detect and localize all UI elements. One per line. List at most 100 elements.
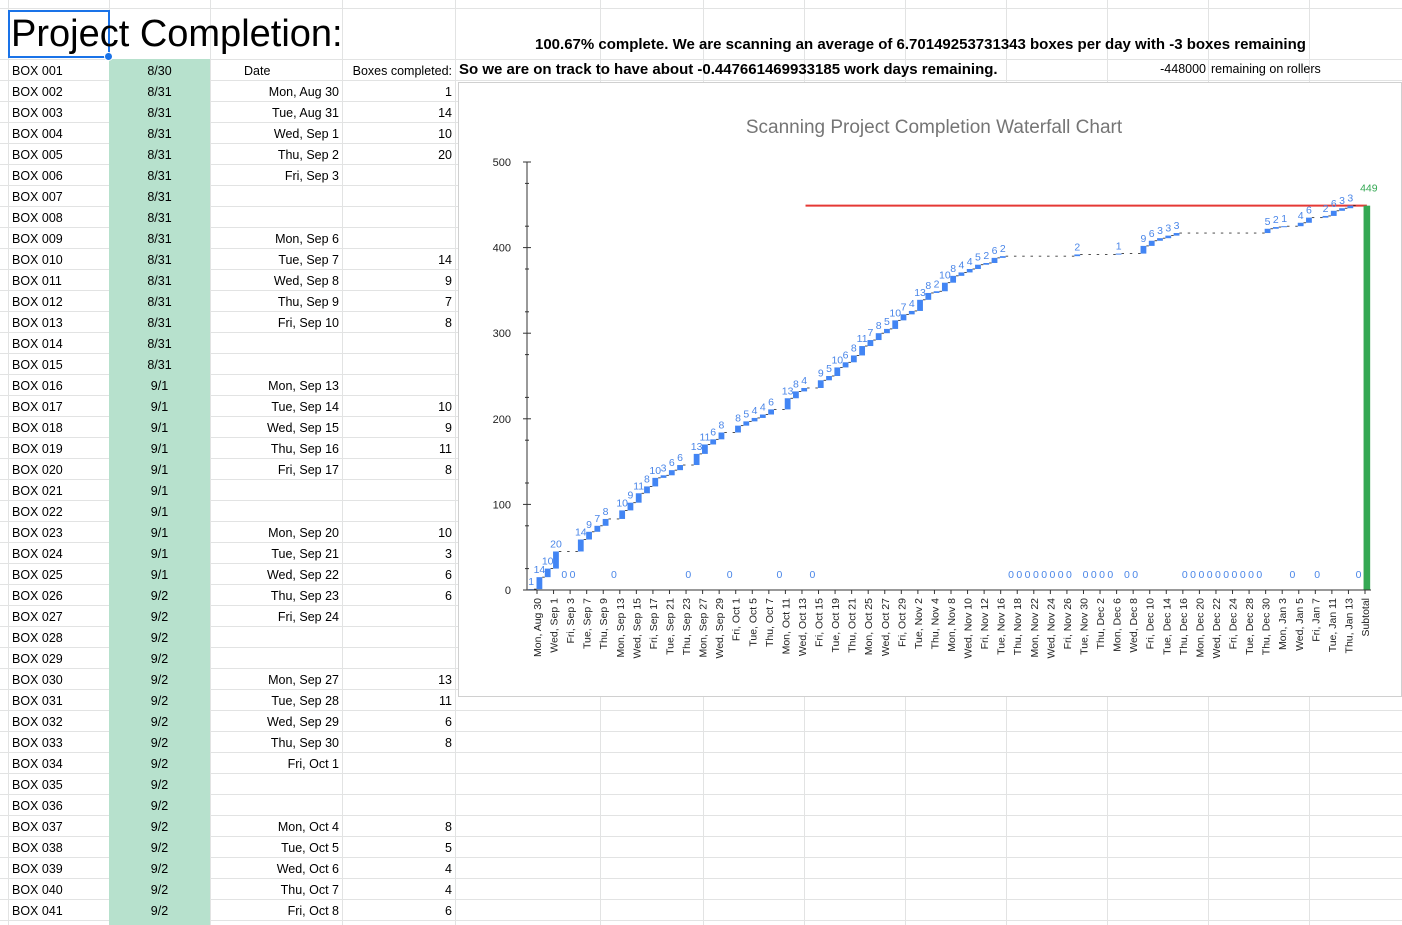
daily-date-cell[interactable] <box>210 187 339 208</box>
box-date-cell[interactable]: 8/31 <box>147 253 172 267</box>
box-name-cell[interactable]: BOX 028 <box>12 631 63 645</box>
box-date-cell[interactable]: 9/1 <box>150 400 169 414</box>
box-name-cell[interactable]: BOX 010 <box>12 253 63 267</box>
daily-count-cell[interactable]: 10 <box>438 526 452 540</box>
daily-date-cell[interactable]: Wed, Oct 6 <box>276 862 339 876</box>
daily-date-cell[interactable]: Fri, Sep 24 <box>277 610 339 624</box>
box-name-cell[interactable]: BOX 036 <box>12 799 63 813</box>
box-date-cell[interactable]: 8/31 <box>147 148 172 162</box>
daily-count-cell[interactable]: 6 <box>445 568 452 582</box>
box-name-cell[interactable]: BOX 035 <box>12 778 63 792</box>
daily-date-cell[interactable]: Tue, Sep 14 <box>271 400 339 414</box>
box-date-cell[interactable]: 9/2 <box>150 652 169 666</box>
daily-count-cell[interactable]: 6 <box>445 904 452 918</box>
daily-count-cell[interactable] <box>342 187 452 208</box>
box-date-cell[interactable]: 9/2 <box>150 610 169 624</box>
box-name-cell[interactable]: BOX 034 <box>12 757 63 771</box>
box-name-cell[interactable]: BOX 032 <box>12 715 63 729</box>
daily-count-cell[interactable]: 8 <box>445 736 452 750</box>
box-name-cell[interactable]: BOX 009 <box>12 232 63 246</box>
daily-date-cell[interactable]: Mon, Sep 20 <box>268 526 339 540</box>
box-name-cell[interactable]: BOX 021 <box>12 484 63 498</box>
daily-count-cell[interactable] <box>342 754 452 775</box>
daily-count-cell[interactable]: 14 <box>438 106 452 120</box>
box-name-cell[interactable]: BOX 001 <box>12 64 63 78</box>
box-name-cell[interactable]: BOX 029 <box>12 652 63 666</box>
selected-cell[interactable] <box>8 10 113 61</box>
daily-date-cell[interactable] <box>210 334 339 355</box>
box-name-cell[interactable]: BOX 027 <box>12 610 63 624</box>
box-name-cell[interactable]: BOX 024 <box>12 547 63 561</box>
daily-date-cell[interactable]: Tue, Sep 28 <box>271 694 339 708</box>
daily-count-cell[interactable]: 7 <box>445 295 452 309</box>
box-date-cell[interactable]: 8/31 <box>147 274 172 288</box>
box-name-cell[interactable]: BOX 004 <box>12 127 63 141</box>
box-date-cell[interactable]: 8/31 <box>147 295 172 309</box>
daily-date-cell[interactable]: Thu, Sep 2 <box>277 148 339 162</box>
box-date-cell[interactable]: 9/2 <box>150 799 169 813</box>
box-name-cell[interactable]: BOX 023 <box>12 526 63 540</box>
daily-date-cell[interactable]: Mon, Sep 13 <box>268 379 339 393</box>
daily-date-cell[interactable]: Mon, Aug 30 <box>268 85 339 99</box>
box-date-cell[interactable]: 9/1 <box>150 526 169 540</box>
daily-count-cell[interactable]: 8 <box>445 463 452 477</box>
box-date-cell[interactable]: 9/2 <box>150 757 169 771</box>
box-date-cell[interactable]: 9/2 <box>150 589 169 603</box>
box-date-cell[interactable]: 9/2 <box>150 631 169 645</box>
daily-count-cell[interactable] <box>342 649 452 670</box>
daily-count-cell[interactable]: 11 <box>439 694 452 708</box>
box-name-cell[interactable]: BOX 033 <box>12 736 63 750</box>
box-date-cell[interactable]: 9/1 <box>150 568 169 582</box>
daily-date-cell[interactable] <box>210 502 339 523</box>
daily-count-cell[interactable]: 9 <box>445 274 452 288</box>
daily-date-cell[interactable]: Thu, Sep 16 <box>270 442 339 456</box>
box-date-cell[interactable]: 8/30 <box>147 64 172 78</box>
daily-date-cell[interactable]: Wed, Sep 15 <box>266 421 339 435</box>
daily-date-cell[interactable]: Mon, Sep 6 <box>275 232 339 246</box>
daily-count-cell[interactable]: 8 <box>445 316 452 330</box>
box-name-cell[interactable]: BOX 017 <box>12 400 63 414</box>
box-name-cell[interactable]: BOX 007 <box>12 190 63 204</box>
box-name-cell[interactable]: BOX 014 <box>12 337 63 351</box>
box-date-cell[interactable]: 8/31 <box>147 127 172 141</box>
daily-count-cell[interactable]: 4 <box>445 862 452 876</box>
box-date-cell[interactable]: 9/1 <box>150 442 169 456</box>
box-date-cell[interactable]: 9/1 <box>150 463 169 477</box>
box-date-cell[interactable]: 9/2 <box>150 883 169 897</box>
box-name-cell[interactable]: BOX 022 <box>12 505 63 519</box>
daily-date-cell[interactable] <box>210 208 339 229</box>
box-name-cell[interactable]: BOX 018 <box>12 421 63 435</box>
daily-date-cell[interactable] <box>210 481 339 502</box>
daily-date-cell[interactable]: Fri, Sep 17 <box>277 463 339 477</box>
box-name-cell[interactable]: BOX 015 <box>12 358 63 372</box>
box-name-cell[interactable]: BOX 041 <box>12 904 63 918</box>
daily-date-cell[interactable]: Tue, Sep 7 <box>278 253 339 267</box>
daily-count-cell[interactable]: 6 <box>445 589 452 603</box>
daily-date-cell[interactable]: Fri, Oct 8 <box>287 904 339 918</box>
daily-date-cell[interactable] <box>210 355 339 376</box>
daily-count-cell[interactable] <box>342 502 452 523</box>
box-name-cell[interactable]: BOX 016 <box>12 379 63 393</box>
box-name-cell[interactable]: BOX 008 <box>12 211 63 225</box>
daily-date-cell[interactable]: Wed, Sep 8 <box>273 274 339 288</box>
daily-count-cell[interactable] <box>342 607 452 628</box>
box-date-cell[interactable]: 9/1 <box>150 505 169 519</box>
box-date-cell[interactable]: 8/31 <box>147 211 172 225</box>
daily-date-cell[interactable]: Wed, Sep 22 <box>266 568 339 582</box>
daily-count-cell[interactable] <box>342 334 452 355</box>
box-name-cell[interactable]: BOX 039 <box>12 862 63 876</box>
box-name-cell[interactable]: BOX 019 <box>12 442 63 456</box>
box-name-cell[interactable]: BOX 038 <box>12 841 63 855</box>
box-date-cell[interactable]: 9/1 <box>150 484 169 498</box>
daily-date-cell[interactable]: Fri, Oct 1 <box>287 757 339 771</box>
daily-date-cell[interactable]: Wed, Sep 1 <box>273 127 339 141</box>
box-date-cell[interactable]: 8/31 <box>147 106 172 120</box>
daily-date-cell[interactable] <box>210 628 339 649</box>
box-date-cell[interactable]: 9/1 <box>150 379 169 393</box>
fill-handle[interactable] <box>104 52 113 61</box>
daily-count-cell[interactable]: 10 <box>438 400 452 414</box>
box-date-cell[interactable]: 8/31 <box>147 169 172 183</box>
daily-count-cell[interactable]: 10 <box>438 127 452 141</box>
box-date-cell[interactable]: 9/2 <box>150 820 169 834</box>
daily-date-cell[interactable]: Thu, Sep 30 <box>270 736 339 750</box>
